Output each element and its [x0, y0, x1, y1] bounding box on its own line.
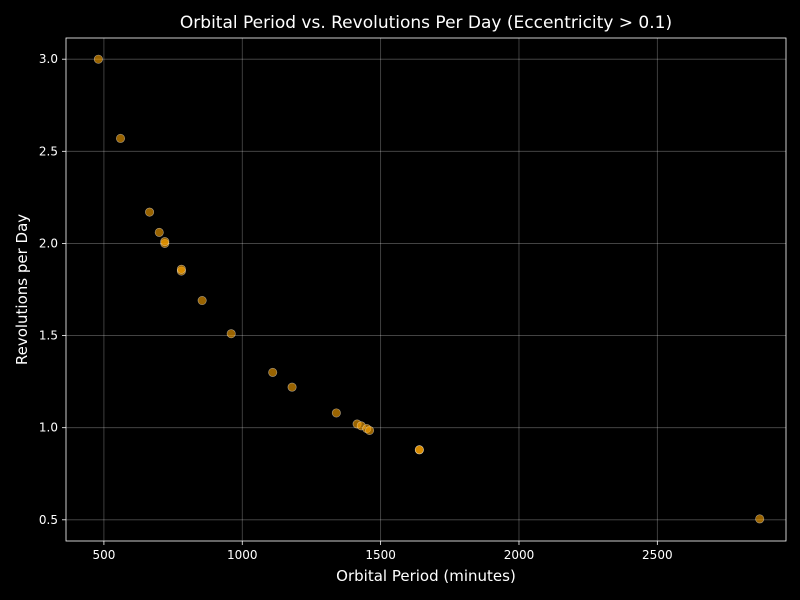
data-point — [365, 425, 375, 435]
plot-frame — [65, 37, 787, 542]
x-tick-label: 500 — [92, 548, 115, 562]
data-point — [755, 514, 765, 524]
y-axis-title: Revolutions per Day — [13, 214, 31, 365]
data-point — [160, 237, 170, 247]
data-point — [287, 382, 297, 392]
data-points — [93, 54, 765, 524]
x-tick-label: 1000 — [227, 548, 258, 562]
data-point — [414, 445, 424, 455]
data-point — [116, 133, 126, 143]
data-point — [226, 329, 236, 339]
y-tick-label: 1.5 — [39, 329, 58, 343]
grid-lines — [66, 38, 786, 541]
data-point — [176, 264, 186, 274]
x-tick-label: 2000 — [504, 548, 535, 562]
y-tick-label: 0.5 — [39, 513, 58, 527]
y-tick-label: 1.0 — [39, 421, 58, 435]
y-tick-label: 2.0 — [39, 236, 58, 250]
axis-ticks: 500 1000 1500 2000 2500 0.5 1.0 1.5 2.0 2.5 3.0 — [39, 52, 673, 562]
data-point — [331, 408, 341, 418]
x-axis-title: Orbital Period (minutes) — [336, 567, 516, 585]
data-point — [268, 367, 278, 377]
x-tick-label: 1500 — [365, 548, 396, 562]
data-point — [93, 54, 103, 64]
x-tick-label: 2500 — [642, 548, 673, 562]
data-point — [145, 207, 155, 217]
chart-title: Orbital Period vs. Revolutions Per Day (… — [180, 13, 672, 33]
data-point — [154, 227, 164, 237]
data-point — [197, 296, 207, 306]
y-tick-label: 2.5 — [39, 144, 58, 158]
y-tick-label: 3.0 — [39, 52, 58, 66]
